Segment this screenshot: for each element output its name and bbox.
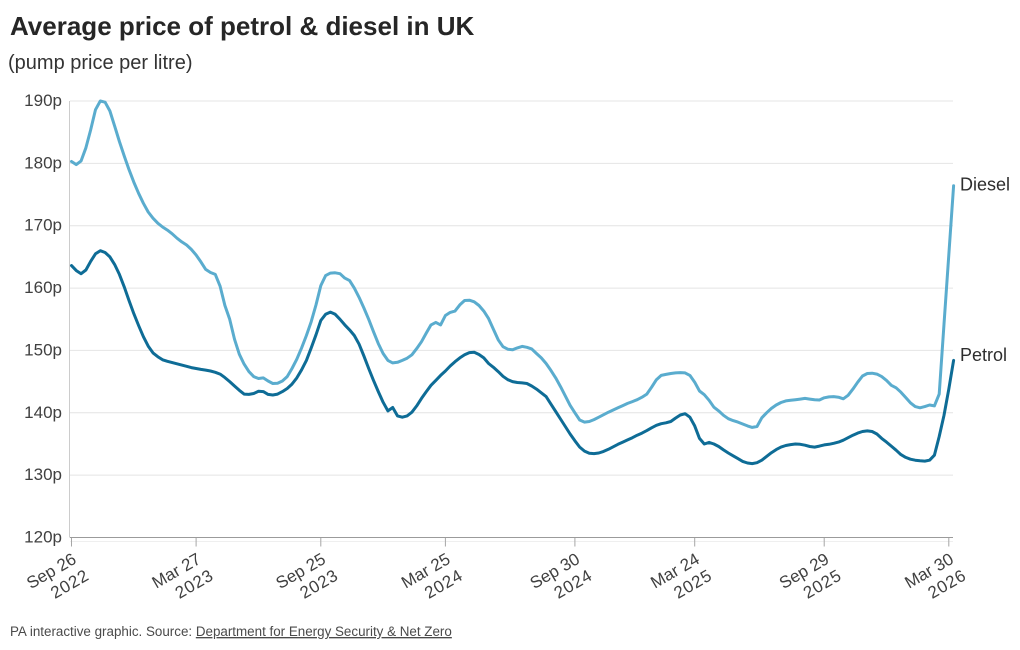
svg-text:120p: 120p: [24, 528, 62, 547]
svg-text:(pump price per litre): (pump price per litre): [8, 52, 193, 74]
svg-text:Petrol: Petrol: [960, 345, 1007, 365]
svg-text:PA interactive graphic. Source: PA interactive graphic. Source: Departme…: [10, 624, 452, 639]
svg-text:Diesel: Diesel: [960, 175, 1010, 195]
svg-text:150p: 150p: [24, 340, 62, 359]
svg-text:130p: 130p: [24, 465, 62, 484]
svg-text:190p: 190p: [24, 91, 62, 110]
svg-text:180p: 180p: [24, 153, 62, 172]
svg-text:Average price of petrol & dies: Average price of petrol & diesel in UK: [10, 11, 474, 41]
svg-text:160p: 160p: [24, 278, 62, 297]
svg-text:140p: 140p: [24, 403, 62, 422]
svg-text:170p: 170p: [24, 216, 62, 235]
